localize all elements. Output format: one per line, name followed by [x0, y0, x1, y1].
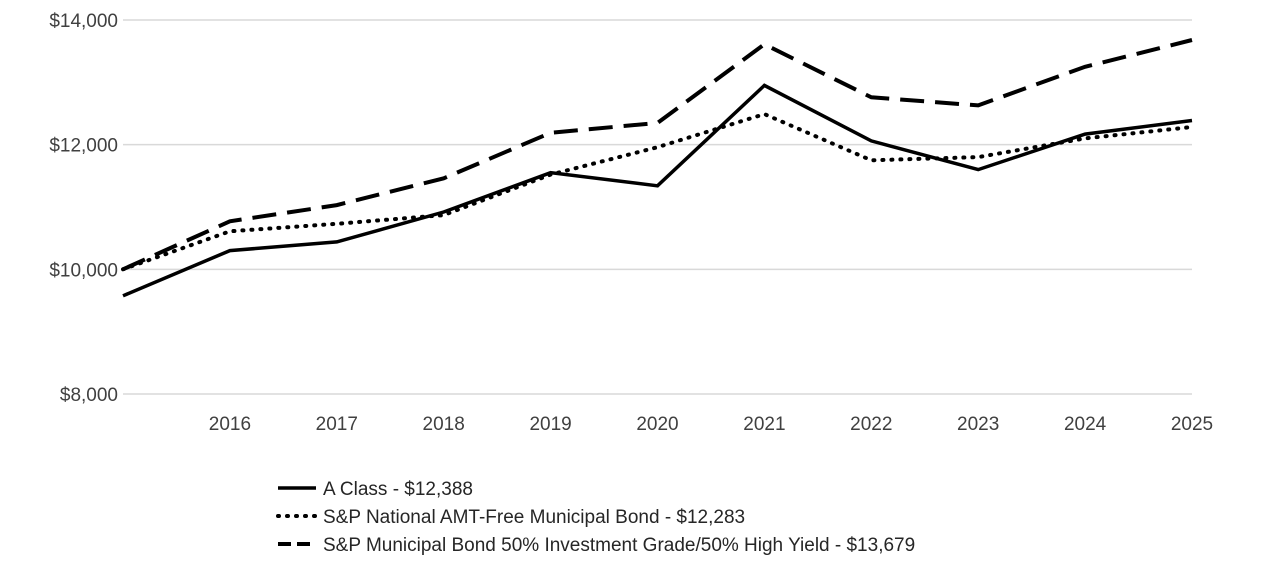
y-tick-label: $14,000 — [49, 11, 118, 32]
y-tick-label: $10,000 — [49, 260, 118, 281]
x-tick-label: 2023 — [957, 414, 999, 435]
y-tick-label: $8,000 — [60, 385, 118, 406]
gridlines — [123, 19, 1192, 395]
x-tick-label: 2017 — [316, 414, 358, 435]
x-tick-label: 2022 — [850, 414, 892, 435]
series-lines — [121, 38, 1194, 298]
series-line-dashed — [122, 38, 1193, 272]
x-tick-label: 2024 — [1064, 414, 1107, 435]
x-tick-label: 2016 — [209, 414, 251, 435]
x-tick-label: 2025 — [1171, 414, 1213, 435]
y-axis-tick-labels: $8,000 $10,000 $12,000 $14,000 — [49, 11, 118, 406]
x-axis-tick-labels: 2016 2017 2018 2019 2020 2021 2022 2023 2024 2025 — [209, 414, 1213, 435]
legend-label: A Class - $12,388 — [323, 479, 473, 500]
x-tick-label: 2020 — [636, 414, 678, 435]
legend-label: S&P Municipal Bond 50% Investment Grade/… — [323, 535, 915, 556]
x-tick-label: 2019 — [529, 414, 571, 435]
x-tick-label: 2018 — [423, 414, 465, 435]
legend-label: S&P National AMT-Free Municipal Bond - $… — [323, 507, 745, 528]
y-tick-label: $12,000 — [49, 136, 118, 157]
x-tick-label: 2021 — [743, 414, 785, 435]
series-line-solid — [122, 83, 1193, 298]
legend: A Class - $12,388 S&P National AMT-Free M… — [276, 479, 915, 556]
